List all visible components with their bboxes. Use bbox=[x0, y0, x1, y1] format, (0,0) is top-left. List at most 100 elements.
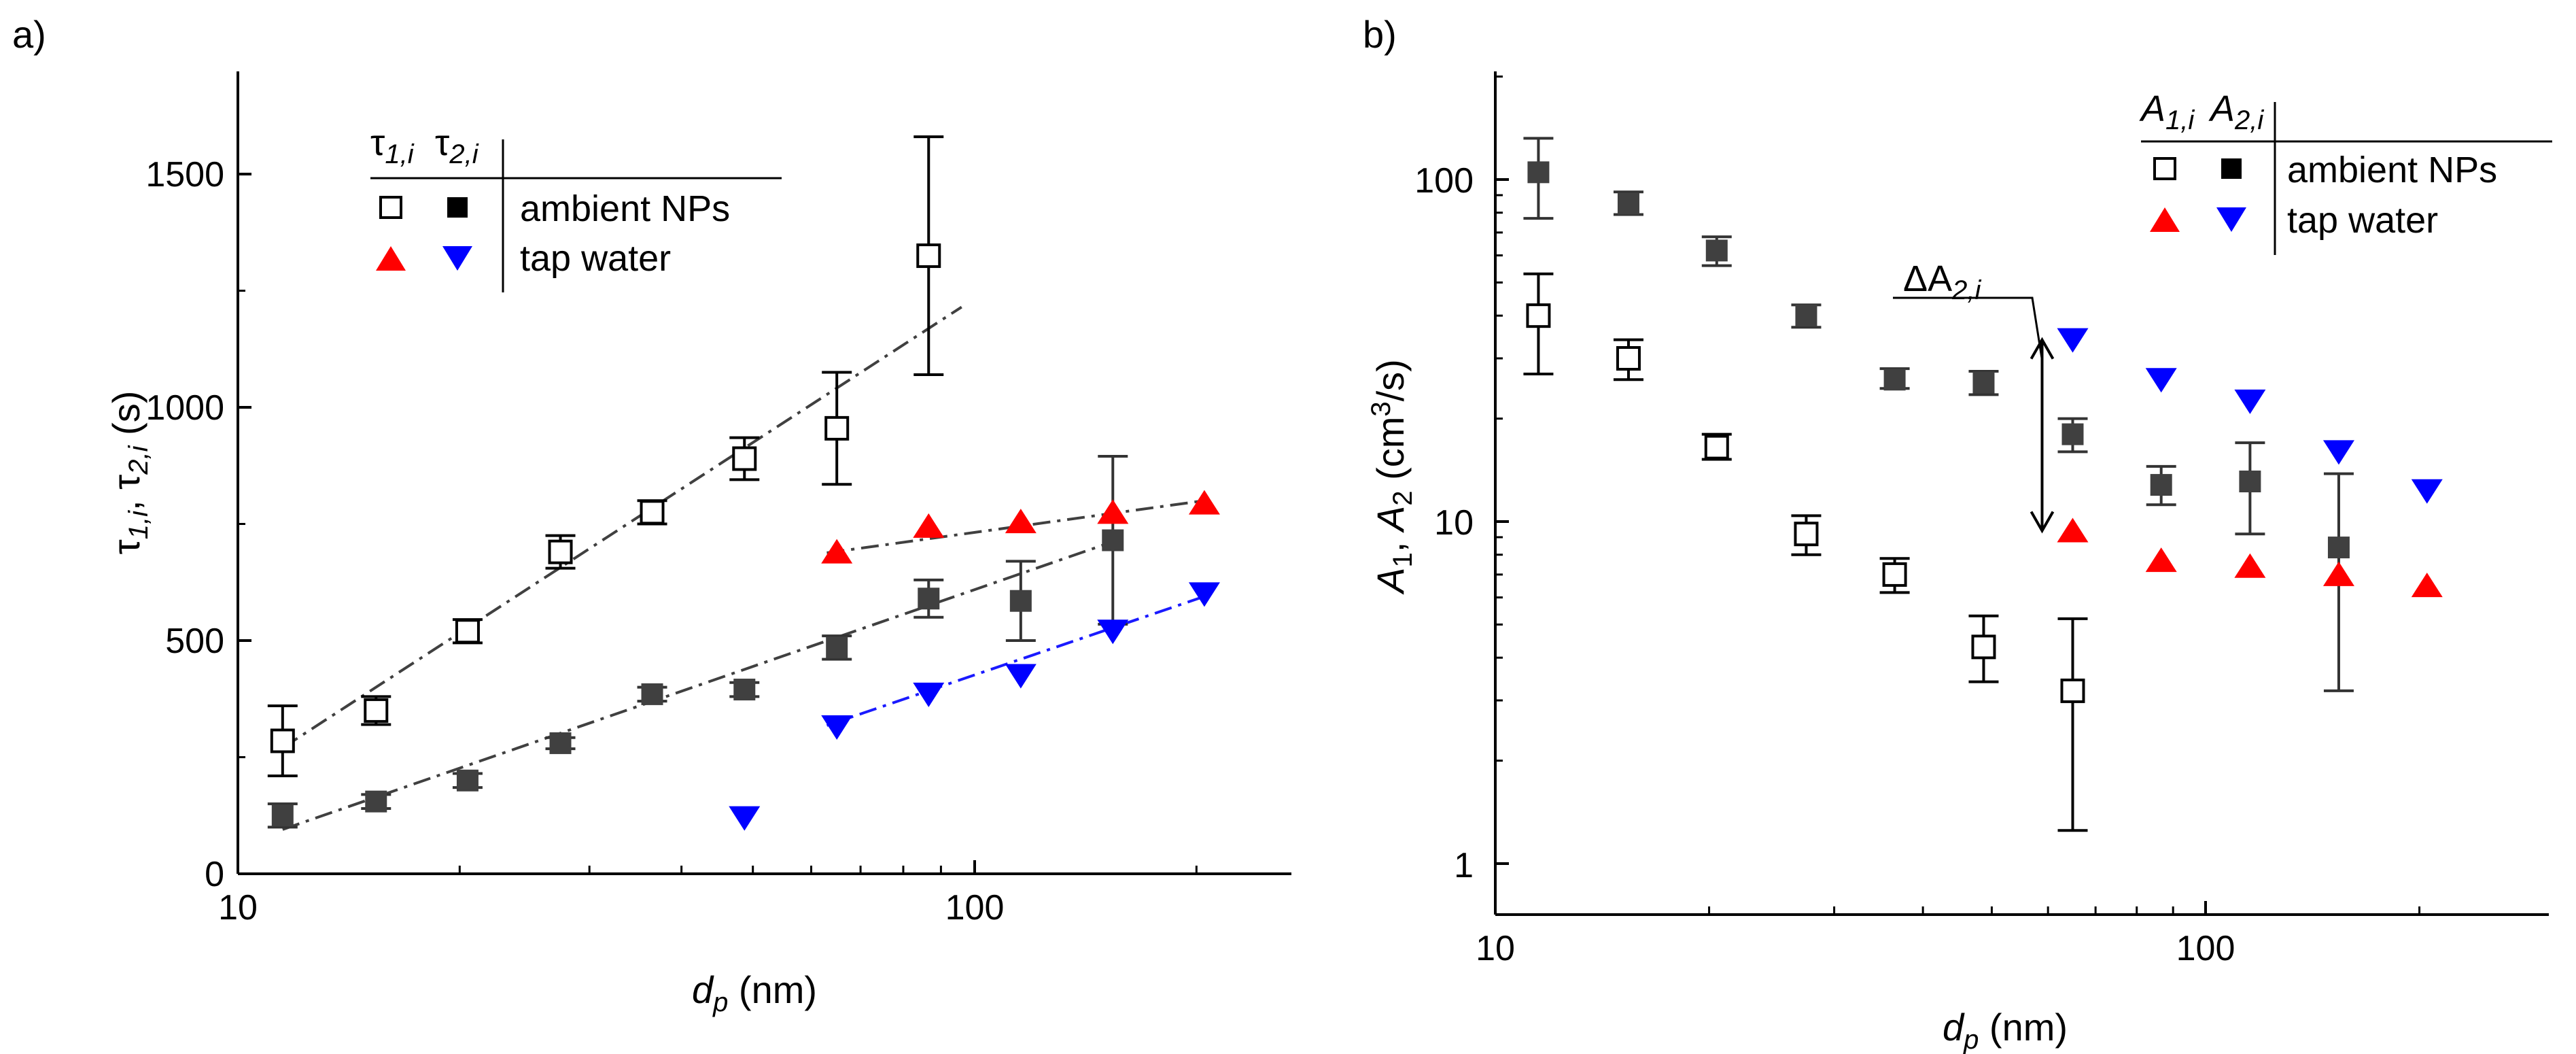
a-legend-header-2: τ2,i bbox=[435, 122, 479, 169]
a-xtick-label-100: 100 bbox=[945, 888, 1005, 928]
b-point-series-2 bbox=[2057, 517, 2089, 543]
a-point-series-2 bbox=[1188, 490, 1220, 515]
a-point-series-0 bbox=[455, 619, 480, 644]
b-point-series-3 bbox=[2057, 328, 2089, 353]
a-point-series-2 bbox=[821, 539, 853, 564]
b-legend-triangle-up bbox=[2150, 207, 2180, 232]
b-xtick-label-10: 10 bbox=[1476, 929, 1515, 968]
b-legend-header-2: A2,i bbox=[2208, 88, 2264, 135]
b-legend-triangle-down bbox=[2216, 207, 2246, 232]
a-xtick-label-10: 10 bbox=[218, 888, 258, 928]
a-point-series-1 bbox=[1009, 590, 1032, 612]
a-ytick-label-500: 500 bbox=[165, 622, 224, 661]
a-legend-filled-square bbox=[447, 197, 468, 218]
b-annotation-arrow bbox=[1893, 296, 2055, 534]
b-point-series-2 bbox=[2234, 553, 2266, 578]
a-fit-line-3 bbox=[826, 593, 1210, 727]
b-annotation-arrowhead-top bbox=[2030, 337, 2055, 360]
b-legend-row-ambient: ambient NPs bbox=[2287, 150, 2497, 190]
b-legend-header-1: A1,i bbox=[2139, 88, 2195, 135]
b-ticks bbox=[1494, 75, 2421, 915]
a-legend-header-1: τ1,i bbox=[370, 122, 415, 169]
b-point-series-3 bbox=[2322, 440, 2354, 465]
a-point-series-1 bbox=[549, 732, 572, 754]
b-x-axis-label: dp (nm) bbox=[1943, 1006, 2068, 1054]
panel-a: a) 0 500 1000 1500 10 100 dp (nm) τ1,i, … bbox=[12, 13, 1291, 1017]
a-ytick-label-1500: 1500 bbox=[145, 155, 224, 194]
b-point-series-1 bbox=[2327, 537, 2350, 559]
a-point-series-0 bbox=[732, 446, 757, 471]
a-point-series-3 bbox=[729, 806, 761, 831]
a-x-axis-label: dp (nm) bbox=[692, 968, 817, 1017]
a-point-series-1 bbox=[918, 588, 940, 610]
b-point-series-2 bbox=[2322, 561, 2354, 586]
panel-b-label: b) bbox=[1363, 13, 1397, 56]
a-point-series-3 bbox=[821, 715, 853, 740]
b-annotation-label: ΔA2,i bbox=[1903, 258, 1981, 305]
b-annotation-leader bbox=[1893, 296, 2043, 360]
a-point-series-0 bbox=[270, 728, 295, 753]
b-plot-area bbox=[1523, 137, 2443, 832]
b-point-series-0 bbox=[2060, 678, 2085, 703]
a-legend-open-square bbox=[379, 196, 402, 219]
b-annotation: ΔA2,i bbox=[1893, 258, 2055, 534]
a-legend-triangle-down bbox=[442, 246, 472, 271]
b-point-series-3 bbox=[2411, 479, 2443, 504]
b-point-series-2 bbox=[2411, 573, 2443, 598]
a-point-series-2 bbox=[1005, 509, 1037, 534]
a-ytick-label-0: 0 bbox=[205, 855, 224, 894]
b-point-series-1 bbox=[1795, 305, 1817, 327]
b-y-axis-label: A1, A2 (cm3/s) bbox=[1366, 359, 1418, 595]
a-ytick-label-1000: 1000 bbox=[145, 388, 224, 428]
a-point-series-0 bbox=[916, 243, 941, 269]
b-point-series-2 bbox=[2145, 547, 2177, 573]
b-point-series-1 bbox=[1617, 192, 1639, 215]
b-point-series-3 bbox=[2234, 389, 2266, 414]
a-point-series-3 bbox=[1188, 582, 1220, 607]
a-point-series-2 bbox=[913, 513, 945, 538]
a-point-series-1 bbox=[271, 804, 294, 827]
a-plot-area bbox=[267, 135, 1220, 831]
b-point-series-0 bbox=[1794, 522, 1819, 547]
a-point-series-1 bbox=[1102, 529, 1124, 551]
a-point-series-1 bbox=[826, 636, 848, 659]
b-ytick-label-10: 10 bbox=[1434, 503, 1474, 543]
a-point-series-0 bbox=[640, 500, 665, 525]
a-point-series-1 bbox=[365, 790, 387, 813]
b-point-series-1 bbox=[2239, 471, 2261, 493]
a-legend-row-tap: tap water bbox=[520, 238, 671, 279]
b-xtick-label-100: 100 bbox=[2176, 929, 2235, 968]
b-point-series-0 bbox=[1616, 346, 1641, 371]
a-legend-triangle-up bbox=[376, 246, 406, 271]
a-point-series-1 bbox=[456, 769, 478, 792]
b-point-series-0 bbox=[1526, 303, 1551, 328]
b-point-series-1 bbox=[1527, 161, 1550, 184]
a-point-series-2 bbox=[1097, 499, 1129, 524]
a-point-series-3 bbox=[1097, 619, 1129, 645]
panel-b: b) 1 10 100 10 100 dp (nm) A1, A2 (cm3/s… bbox=[1363, 13, 2552, 1054]
a-point-series-0 bbox=[364, 698, 389, 723]
a-y-axis-label: τ1,i, τ2,i (s) bbox=[105, 391, 154, 555]
a-point-series-3 bbox=[913, 682, 945, 707]
b-point-series-1 bbox=[1705, 239, 1728, 262]
b-point-series-1 bbox=[1883, 369, 1906, 391]
b-point-series-3 bbox=[2145, 368, 2177, 393]
a-point-series-0 bbox=[548, 539, 573, 564]
b-annotation-arrowhead-bottom bbox=[2030, 511, 2055, 534]
b-point-series-1 bbox=[2061, 423, 2084, 445]
b-legend-open-square bbox=[2153, 157, 2176, 180]
b-legend: A1,i A2,i ambient NPs tap water bbox=[2139, 88, 2552, 255]
a-fit-line-1 bbox=[282, 537, 1121, 831]
b-legend-row-tap: tap water bbox=[2287, 200, 2438, 241]
b-ytick-label-100: 100 bbox=[1414, 161, 1474, 201]
b-ytick-label-1: 1 bbox=[1454, 846, 1474, 885]
a-point-series-1 bbox=[641, 683, 663, 705]
a-point-series-1 bbox=[733, 679, 756, 701]
b-point-series-1 bbox=[1972, 371, 1995, 394]
b-legend-filled-square bbox=[2221, 158, 2242, 179]
a-legend-row-ambient: ambient NPs bbox=[520, 188, 730, 229]
a-point-series-3 bbox=[1005, 664, 1037, 689]
b-point-series-0 bbox=[1882, 562, 1907, 587]
a-legend: τ1,i τ2,i ambient NPs tap water bbox=[370, 122, 782, 292]
